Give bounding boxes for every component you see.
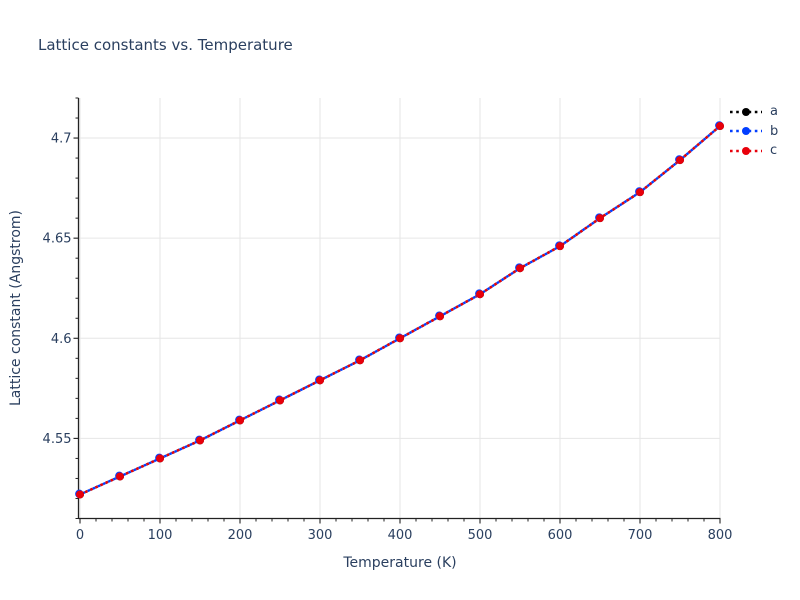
x-tick-label: 600 [548,528,573,543]
x-tick-label: 100 [148,528,173,543]
data-point-marker-c [436,312,444,321]
data-point-marker-c [596,214,604,223]
data-point-marker-c [356,356,364,365]
legend-item-b: b [729,122,778,142]
data-point-marker-c [276,396,284,405]
y-axis-label: Lattice constant (Angstrom) [8,209,24,407]
x-tick-label: 500 [468,528,493,543]
series-line-c [79,125,721,496]
x-tick-label: 400 [388,528,413,543]
legend-sample-b [730,127,762,136]
legend-label-b: b [770,123,779,139]
y-tick-label: 4.6 [51,332,72,347]
x-tick-label: 0 [76,528,84,543]
data-point-marker-c [196,436,204,445]
data-point-marker-c [556,242,564,251]
data-point-marker-c [316,376,324,385]
data-point-marker-c [516,264,524,273]
y-tick-label: 4.55 [43,432,72,447]
data-point-marker-c [396,334,404,343]
data-point-marker-c [476,290,484,299]
legend-label-a: a [770,104,778,120]
legend-sample-c [730,146,762,155]
chart-title: Lattice constants vs. Temperature [38,36,293,54]
legend-item-c: c [729,141,778,161]
legend-sample-a [730,107,762,116]
legend-marker-a [742,107,750,116]
legend-item-a: a [729,102,778,122]
x-tick-label: 200 [228,528,253,543]
x-tick-label: 300 [308,528,333,543]
data-point-marker-c [236,416,244,425]
y-tick-label: 4.7 [51,132,72,147]
legend-marker-b [742,127,750,136]
data-point-marker-c [116,472,124,481]
data-point-marker-c [76,490,84,499]
y-tick-label: 4.65 [43,232,72,247]
x-tick-label: 700 [628,528,653,543]
data-point-marker-c [716,122,724,131]
data-point-marker-c [156,454,164,463]
data-point-marker-c [676,156,684,165]
x-tick-label: 800 [708,528,733,543]
x-axis-label: Temperature (K) [343,555,457,571]
legend-marker-c [742,146,750,155]
data-point-marker-c [636,188,644,197]
legend-label-c: c [770,143,778,159]
